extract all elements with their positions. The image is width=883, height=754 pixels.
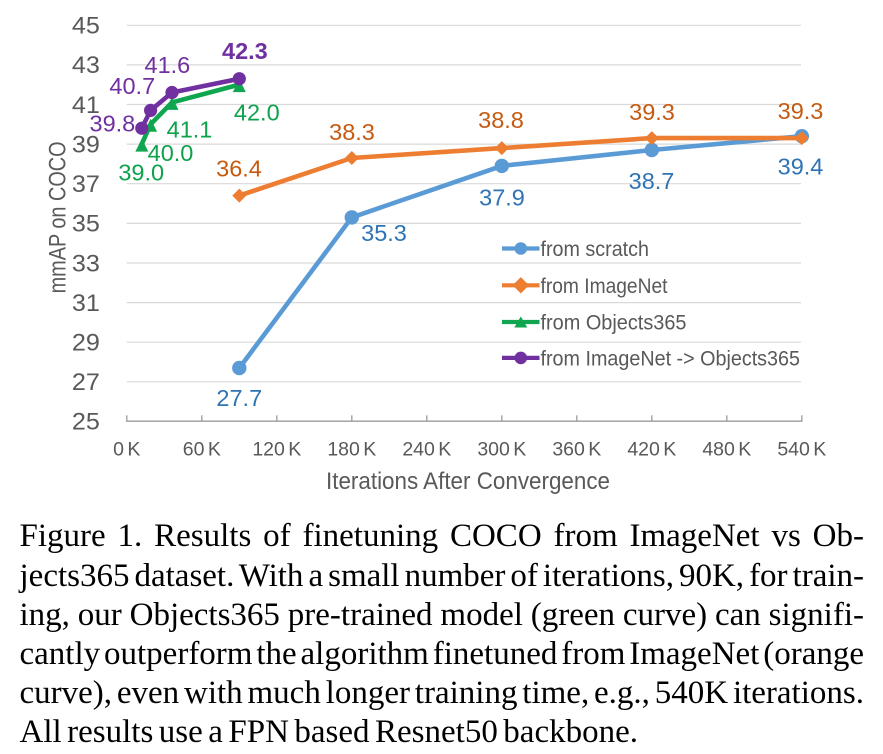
svg-text:29: 29 xyxy=(72,330,100,357)
svg-text:43: 43 xyxy=(72,52,100,79)
svg-text:41.1: 41.1 xyxy=(167,117,213,143)
svg-text:39.4: 39.4 xyxy=(778,153,824,179)
svg-text:41: 41 xyxy=(72,92,100,119)
svg-text:39.0: 39.0 xyxy=(118,159,164,185)
svg-text:360 K: 360 K xyxy=(552,438,601,460)
svg-text:240 K: 240 K xyxy=(402,438,451,460)
svg-text:0 K: 0 K xyxy=(113,438,140,460)
svg-text:from ImageNet -> Objects365: from ImageNet -> Objects365 xyxy=(541,347,801,370)
svg-text:39.8: 39.8 xyxy=(90,111,136,137)
svg-text:25: 25 xyxy=(72,409,100,436)
svg-text:420 K: 420 K xyxy=(627,438,676,460)
svg-text:120 K: 120 K xyxy=(252,438,301,460)
svg-text:42.0: 42.0 xyxy=(234,100,280,126)
svg-text:40.0: 40.0 xyxy=(148,140,194,166)
svg-text:45: 45 xyxy=(72,13,100,40)
svg-text:39.3: 39.3 xyxy=(778,98,824,124)
svg-text:from scratch: from scratch xyxy=(541,238,650,261)
svg-text:540 K: 540 K xyxy=(777,438,826,460)
svg-text:35: 35 xyxy=(72,211,100,238)
svg-text:39: 39 xyxy=(72,131,100,158)
svg-text:mmAP on COCO: mmAP on COCO xyxy=(45,141,72,293)
svg-text:27: 27 xyxy=(72,369,100,396)
svg-text:27.7: 27.7 xyxy=(216,385,262,411)
svg-text:180 K: 180 K xyxy=(327,438,376,460)
svg-text:from ImageNet: from ImageNet xyxy=(541,275,668,298)
svg-text:31: 31 xyxy=(72,290,100,317)
svg-text:40.7: 40.7 xyxy=(109,73,155,99)
svg-text:36.4: 36.4 xyxy=(216,156,262,182)
svg-text:60 K: 60 K xyxy=(183,438,221,460)
svg-text:41.6: 41.6 xyxy=(145,52,191,78)
svg-text:33: 33 xyxy=(72,250,100,277)
svg-text:480 K: 480 K xyxy=(702,438,751,460)
svg-text:37: 37 xyxy=(72,171,100,198)
svg-text:42.3: 42.3 xyxy=(222,38,268,64)
svg-text:38.3: 38.3 xyxy=(329,119,375,145)
svg-text:38.8: 38.8 xyxy=(478,107,524,133)
svg-text:37.9: 37.9 xyxy=(479,185,525,211)
svg-text:39.3: 39.3 xyxy=(629,99,675,125)
svg-text:300 K: 300 K xyxy=(477,438,526,460)
svg-text:38.7: 38.7 xyxy=(629,168,675,194)
svg-text:35.3: 35.3 xyxy=(361,220,407,246)
svg-text:Iterations After Convergence: Iterations After Convergence xyxy=(326,468,610,495)
svg-text:from Objects365: from Objects365 xyxy=(541,312,687,335)
